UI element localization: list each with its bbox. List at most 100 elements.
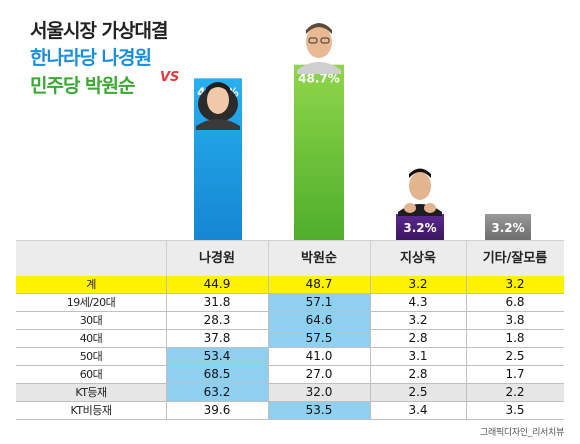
cell-divider	[268, 330, 269, 348]
table-cell: 3.1	[408, 349, 428, 363]
row-label: 19세/20대	[66, 296, 116, 309]
table-cell: 57.1	[268, 294, 370, 311]
table-cell: 53.5	[268, 402, 370, 419]
cell-divider	[166, 294, 167, 312]
cell-divider	[466, 330, 467, 348]
table-header-cell: 박원순	[301, 251, 337, 266]
table-cell: 28.3	[203, 313, 231, 327]
table-header-cell: 기타/잘모름	[482, 251, 548, 266]
title-line-3: 민주당 박원순	[30, 75, 136, 97]
table-row: 40대 37.8 57.5 2.8 1.8	[16, 330, 564, 348]
cell-divider	[466, 384, 467, 402]
header-divider	[466, 241, 467, 277]
bar-etc	[485, 214, 531, 240]
cell-divider	[466, 366, 467, 384]
row-label: 50대	[79, 350, 103, 363]
table-cell: 39.6	[203, 403, 231, 417]
header-divider	[370, 241, 371, 277]
table-cell: 68.5	[166, 366, 268, 383]
cell-divider	[268, 312, 269, 330]
table-cell: 57.5	[268, 330, 370, 347]
cell-divider	[268, 366, 269, 384]
cell-divider	[466, 276, 467, 294]
bar-etc-value-label: 3.2%	[491, 221, 524, 235]
table-cell: 32.0	[305, 385, 333, 399]
table-cell: 44.9	[203, 277, 231, 291]
row-label: 60대	[79, 368, 103, 381]
row-label: 40대	[79, 332, 103, 345]
table-row: 계 44.9 48.7 3.2 3.2	[16, 276, 564, 294]
cell-divider	[268, 384, 269, 402]
row-label: KT등재	[75, 386, 107, 399]
table-row: 30대 28.3 64.6 3.2 3.8	[16, 312, 564, 330]
row-label: 30대	[79, 314, 103, 327]
table-row: 19세/20대 31.8 57.1 4.3 6.8	[16, 294, 564, 312]
cell-divider	[268, 294, 269, 312]
table-cell: 3.2	[505, 277, 525, 291]
portrait-ji	[398, 168, 442, 216]
portrait-park	[297, 23, 341, 74]
table-cell: 3.2	[408, 277, 428, 291]
results-table: 나경원 박원순 지상욱 기타/잘모름 계 44.9 48.7 3.2 3.2 19세/20대 31…	[16, 240, 564, 420]
table-header-cell: 지상욱	[400, 251, 436, 266]
cell-divider	[370, 294, 371, 312]
vs-label: VS	[160, 70, 180, 85]
cell-divider	[370, 330, 371, 348]
bar-ji	[396, 214, 444, 240]
table-row: KT비등재 39.6 53.5 3.4 3.5	[16, 402, 564, 420]
table-cell: 1.7	[505, 367, 525, 381]
table-cell: 3.5	[505, 403, 525, 417]
row-label: 계	[86, 278, 96, 291]
cell-divider	[370, 384, 371, 402]
table-row: 60대 68.5 27.0 2.8 1.7	[16, 366, 564, 384]
table-cell: 31.8	[203, 295, 231, 309]
cell-divider	[466, 402, 467, 420]
cell-divider	[166, 366, 167, 384]
table-cell: 64.6	[268, 312, 370, 329]
cell-divider	[370, 366, 371, 384]
cell-divider	[268, 348, 269, 366]
table-header-cell	[16, 241, 166, 277]
table-cell: 1.8	[505, 331, 525, 345]
cell-divider	[268, 402, 269, 420]
cell-divider	[466, 294, 467, 312]
cell-divider	[370, 402, 371, 420]
table-cell: 2.5	[505, 349, 525, 363]
bar-ji-value-label: 3.2%	[403, 221, 436, 235]
table-header: 나경원 박원순 지상욱 기타/잘모름	[16, 240, 564, 277]
cell-divider	[466, 312, 467, 330]
header-divider	[268, 241, 269, 277]
credit-text: 그래픽디자인_리서치뷰	[479, 428, 564, 438]
cell-divider	[370, 312, 371, 330]
table-cell: 27.0	[305, 367, 333, 381]
table-cell: 2.8	[408, 331, 428, 345]
cell-divider	[166, 312, 167, 330]
cell-divider	[166, 276, 167, 294]
table-cell: 2.8	[408, 367, 428, 381]
table-cell: 37.8	[203, 331, 231, 345]
cell-divider	[370, 276, 371, 294]
bar-park-value-label: 48.7%	[298, 72, 340, 86]
cell-divider	[466, 348, 467, 366]
bar-park	[294, 64, 344, 240]
cell-divider	[166, 348, 167, 366]
table-cell: 2.5	[408, 385, 428, 399]
table-cell: 41.0	[305, 349, 333, 363]
bar-chart: 44.9%48.7%3.2%3.2%	[194, 23, 531, 240]
table-cell: 2.2	[505, 385, 525, 399]
cell-divider	[268, 276, 269, 294]
title-line-2: 한나라당 나경원	[30, 47, 152, 69]
cell-divider	[370, 348, 371, 366]
cell-divider	[166, 330, 167, 348]
table-row: KT등재 63.2 32.0 2.5 2.2	[16, 384, 564, 402]
title-line-1: 서울시장 가상대결	[30, 20, 168, 42]
header-divider	[166, 241, 167, 277]
title-block: 서울시장 가상대결 한나라당 나경원 민주당 박원순	[30, 18, 250, 100]
table-cell: 3.4	[408, 403, 428, 417]
table-row: 50대 53.4 41.0 3.1 2.5	[16, 348, 564, 366]
table-cell: 48.7	[305, 277, 333, 291]
table-cell: 6.8	[505, 295, 525, 309]
table-cell: 3.2	[408, 313, 428, 327]
row-label: KT비등재	[70, 404, 112, 417]
